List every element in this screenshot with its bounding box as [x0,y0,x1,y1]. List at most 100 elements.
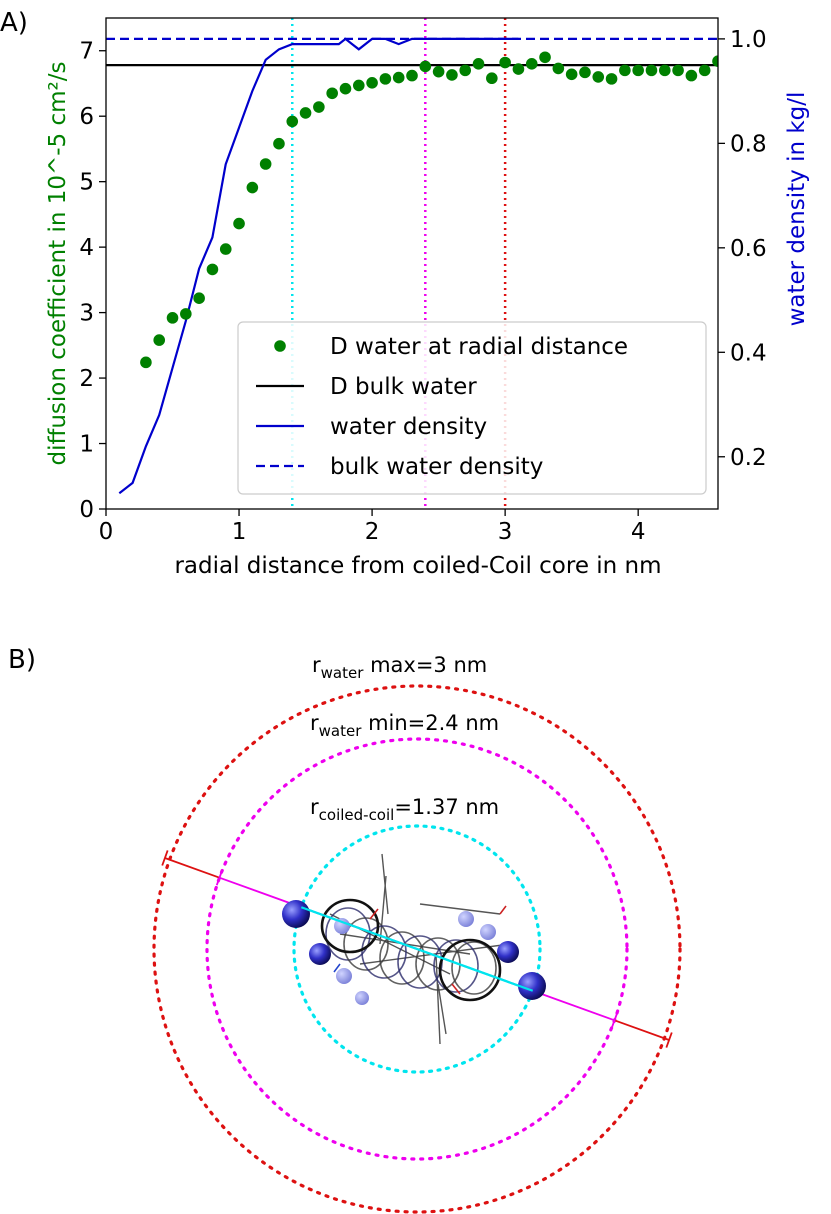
helix-end-coil [320,898,380,954]
diffusion-point [499,56,511,69]
diffusion-point [180,308,192,320]
y-right-tick-label: 1.0 [730,27,767,53]
molecule-stick [419,903,501,915]
molecule-bond [451,983,461,995]
diffusion-point [313,101,325,113]
atom-sphere [497,941,519,963]
diffusion-point [193,292,205,304]
diffusion-point [233,217,245,230]
molecule-stick [359,943,511,965]
y-tick-label: 2 [79,366,94,392]
circle-label-magenta: rwater min=2.4 nm [310,711,499,740]
diffusion-point [299,107,312,119]
helix-coil [379,931,425,985]
plot-frame [105,17,719,510]
diffusion-point [459,64,472,77]
diffusion-point [419,60,432,73]
diffusion-point [366,77,378,89]
helix-coil [343,917,389,971]
coiled-coil-radius-diagram: rwater max=3 nm rwater min=2.4 nm rcoiled-… [152,653,682,1214]
atom-sphere [336,968,352,984]
y-right-tick-label: 0.2 [730,445,767,471]
diffusion-point [446,69,458,81]
legend: D water at radial distance D bulk water wa… [237,321,707,495]
atom-sphere [355,991,369,1005]
x-axis-label: radial distance from coiled-Coil core in… [174,553,661,579]
diffusion-point [565,68,578,81]
y-right-axis-label: water density in kg/l [784,92,810,327]
atom-sphere [480,924,496,940]
diffusion-point [632,64,644,77]
x-tick-label: 3 [498,519,513,545]
magenta-tick [610,1012,619,1029]
legend-box [237,321,707,495]
diffusion-point [512,63,525,75]
x-tick-label: 2 [365,519,380,545]
diffusion-point [619,64,631,77]
diffusion-point [579,66,591,79]
x-tick-label: 4 [631,519,646,545]
diffusion-point [339,82,352,95]
diffusion-point [392,71,405,84]
diffusion-point [286,115,299,128]
diffusion-point [698,64,711,77]
y-tick-label: 6 [79,104,94,130]
diffusion-point [552,62,565,75]
red-segment-right [614,1019,670,1041]
molecule-bond [369,908,379,920]
helix-coil [433,939,479,993]
atom-sphere [309,943,331,965]
molecule-stick [379,875,387,945]
panel-a-label: A) [0,8,28,38]
diffusion-point [712,55,718,68]
x-tick-label: 1 [232,519,247,545]
diffusion-point [672,64,684,77]
diffusion-point [352,79,365,92]
y-tick-label: 5 [79,170,94,196]
molecule-stick [437,983,447,1035]
y-tick-label: 3 [79,301,94,327]
diffusion-point [379,73,392,85]
legend-label: water density [330,414,487,440]
diffusion-point [246,181,259,194]
red-tick [665,1032,673,1048]
water-density-line [118,37,519,495]
legend-label: D bulk water [330,374,477,400]
y-tick-label: 4 [79,235,94,261]
helix-end-coil [438,938,502,1002]
panel-b-label: B) [8,645,36,675]
diffusion-point [685,69,698,82]
legend-label: D water at radial distance [330,334,628,360]
atom-sphere [518,972,546,1000]
x-tick-label: 0 [99,519,114,545]
atom-sphere [334,918,350,934]
legend-marker-diffusion [274,340,286,352]
atom-sphere [282,900,310,928]
magenta-tick [215,869,224,886]
circle-label-cyan: rcoiled-coil=1.37 nm [310,795,499,824]
diffusion-point [140,356,152,369]
diffusion-point [273,137,285,150]
cyan-segment-top [300,906,534,992]
diffusion-point [645,64,658,77]
diffusion-point [472,58,485,70]
diffusion-point [153,334,166,346]
circle-magenta [205,737,629,1161]
y-right-tick-label: 0.4 [730,340,767,366]
y-tick-label: 7 [79,39,94,65]
diffusion-point [605,73,618,85]
molecule-stick [435,953,441,1045]
diffusion-point [259,158,272,170]
diffusion-point [406,69,418,82]
diffusion-point [486,72,498,85]
circle-red [152,684,682,1214]
molecule-bond [499,905,507,915]
diffusion-point [219,243,232,255]
circle-cyan [292,824,542,1074]
diffusion-density-chart: 0 1 2 3 4 0 1 2 3 4 5 6 7 0.2 0.4 0.6 0.8 1.0 radial dista… [45,17,810,579]
diffusion-point [166,312,179,324]
diffusion-point [539,51,551,64]
y-tick-label: 1 [79,432,94,458]
helix-coil [451,941,497,995]
y-tick-label: 0 [79,497,94,523]
